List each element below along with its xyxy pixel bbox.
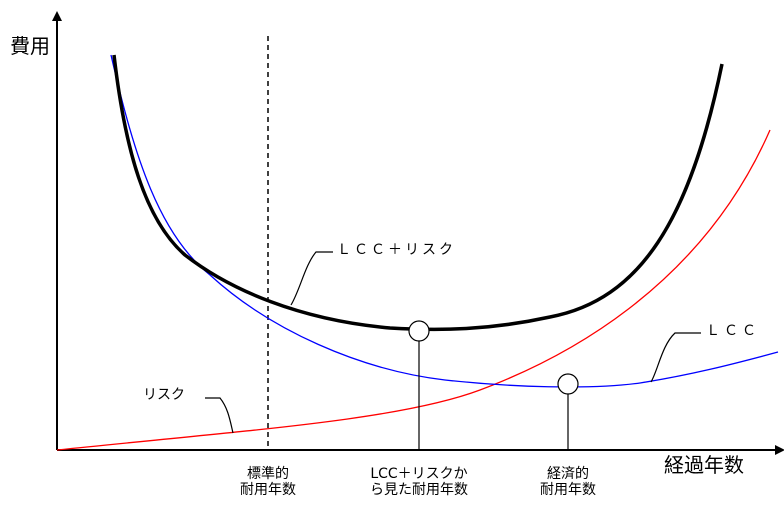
x-axis-label: 経過年数	[664, 453, 744, 477]
lcc-risk-life-line1: LCC＋リスクか	[370, 466, 468, 482]
economic-life-line1: 経済的	[547, 466, 589, 482]
risk-label: リスク	[143, 387, 185, 403]
risk-leader-line	[205, 397, 234, 434]
lcc-risk-curve	[112, 54, 724, 332]
standard-life-line1: 標準的	[247, 466, 289, 482]
lcc-min-marker	[557, 373, 579, 395]
lcc-risk-label: ＬＣＣ＋リスク	[337, 242, 456, 258]
economic-life-line2: 耐用年数	[540, 482, 596, 499]
lcc-risk-leader-line	[290, 251, 333, 306]
lcc-leader-line	[650, 332, 701, 383]
standard-life-line2: 耐用年数	[240, 482, 296, 499]
lcc-risk-min-marker	[408, 320, 430, 342]
lcc-risk-life-label: LCC＋リスクか ら見た耐用年数	[339, 466, 499, 498]
y-axis-label: 費用	[10, 34, 50, 58]
lcc-risk-life-line2: ら見た耐用年数	[370, 482, 468, 499]
lcc-curve	[110, 54, 779, 388]
economic-life-label: 経済的 耐用年数	[526, 466, 610, 498]
standard-life-label: 標準的 耐用年数	[226, 466, 310, 498]
risk-curve	[56, 129, 771, 451]
lcc-label: ＬＣＣ	[706, 323, 760, 339]
